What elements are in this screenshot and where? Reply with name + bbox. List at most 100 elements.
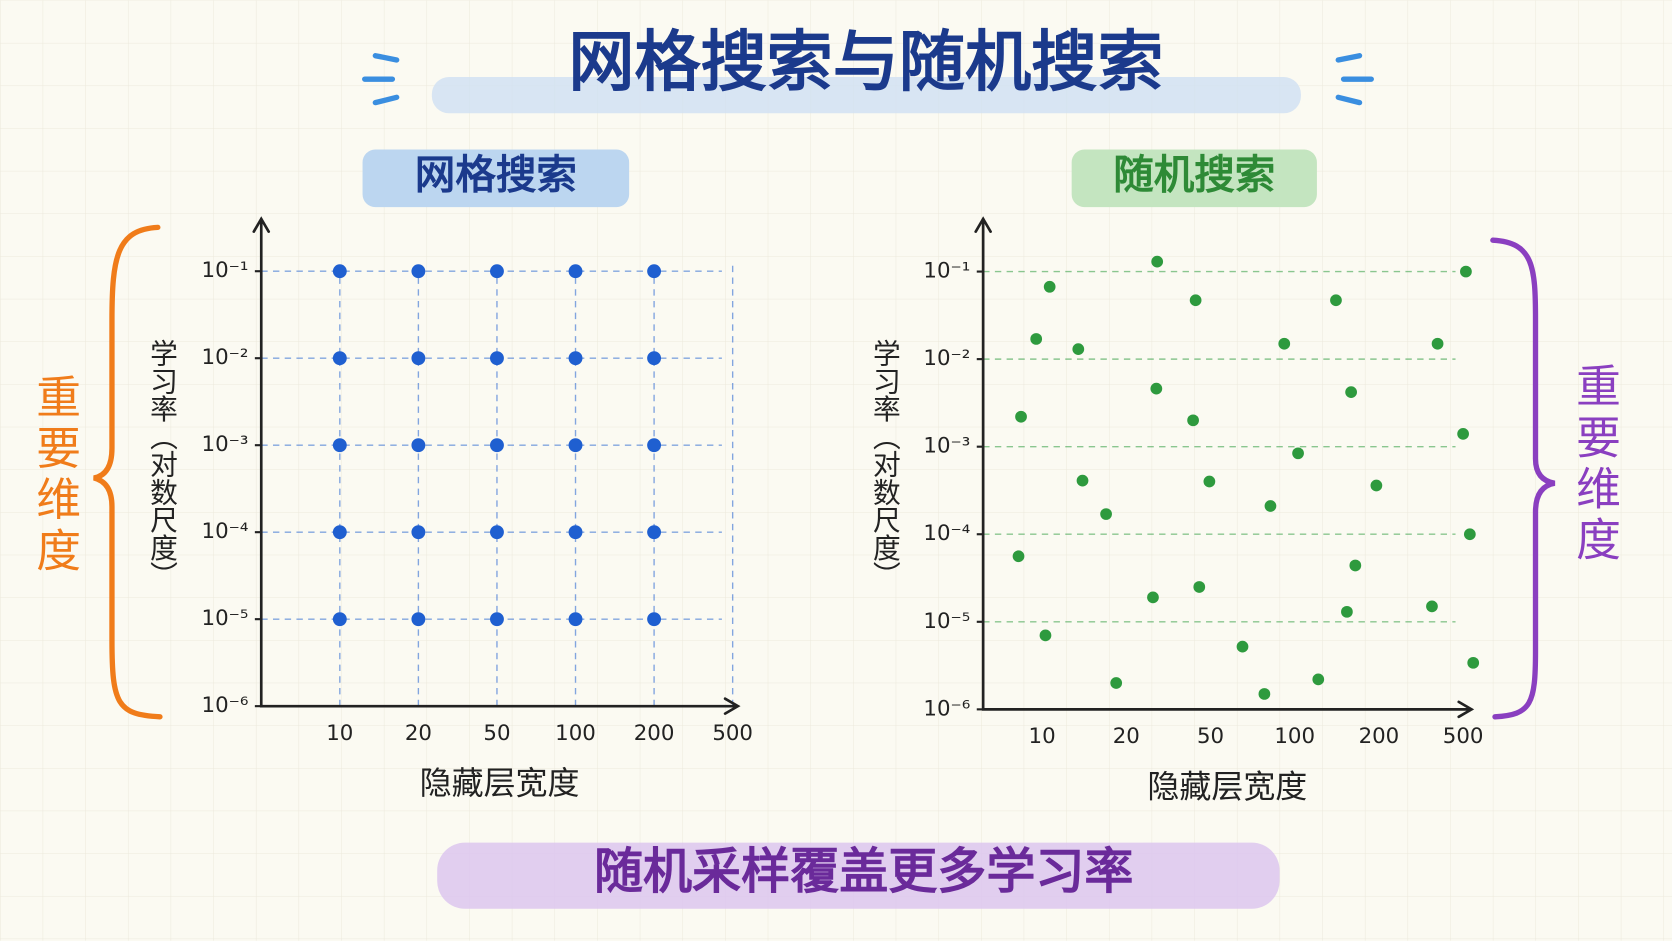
point [647,264,662,279]
point [332,438,347,453]
point [568,264,583,279]
footer: 随机采样覆盖更多学习率 [594,842,1134,900]
panel-title-bg [362,149,630,208]
point [1151,255,1164,268]
point [647,612,662,627]
y-tick-label: 10⁻⁴ [202,519,249,544]
y-axis-label: 学习率（对数尺度） [868,339,901,588]
side-label-left: 重要维度 [28,373,81,578]
point [332,264,347,279]
point [568,612,583,627]
point [411,438,426,453]
point [1431,337,1444,350]
y-axis-label: 学习率（对数尺度） [145,339,178,588]
y-tick-label: 10⁻³ [202,432,249,457]
point [411,351,426,366]
x-tick-label: 20 [1113,724,1140,749]
x-tick-label: 100 [1274,724,1315,749]
panel-title: 随机搜索 [1113,150,1275,198]
point [1030,333,1043,345]
point [1278,337,1291,350]
x-axis-label: 隐藏层宽度 [1147,767,1307,805]
title-accent [362,53,1374,106]
point [1463,528,1476,541]
point [1330,294,1342,307]
title-highlight [431,77,1301,114]
footer-highlight [437,842,1280,909]
point [490,264,504,279]
title: 网格搜索与随机搜索 [568,23,1163,100]
point [332,525,347,540]
point [1341,605,1353,618]
point [1370,479,1383,492]
y-tick-label: 10⁻¹ [923,259,970,284]
point [1076,474,1089,487]
point [1147,591,1159,604]
axes [252,216,741,715]
y-tick-label: 10⁻¹ [202,258,249,283]
point [1012,550,1025,563]
point [490,351,504,366]
point [1312,673,1325,686]
point [1292,447,1304,460]
x-tick-label: 50 [1197,724,1224,749]
y-tick-label: 10⁻⁶ [923,696,970,721]
y-tick-label: 10⁻⁵ [202,606,249,631]
point [1457,428,1469,440]
point [1467,656,1480,669]
axes [974,216,1475,719]
point [1258,688,1271,700]
point [490,612,504,627]
y-tick-label: 10⁻⁴ [923,521,970,546]
y-tick-label: 10⁻² [202,345,249,370]
point [1039,629,1052,642]
point [568,351,583,366]
point [1193,581,1206,593]
point [647,351,662,366]
panel-title-bg [1071,149,1317,208]
x-tick-label: 100 [555,721,596,746]
point [490,438,504,453]
point [568,525,583,540]
point [1100,508,1112,520]
x-axis-label: 隐藏层宽度 [420,764,580,802]
x-tick-label: 10 [1029,724,1056,749]
x-tick-label: 200 [634,721,675,746]
point [1264,500,1277,512]
point [1072,343,1085,356]
point [568,438,583,453]
brace-right [1490,237,1556,720]
side-label-right: 重要维度 [1568,363,1621,568]
point [411,264,426,279]
point [1460,265,1472,278]
point [1015,410,1027,423]
point [1043,280,1056,293]
x-tick-label: 20 [405,721,432,746]
point [647,438,662,453]
y-tick-label: 10⁻² [923,346,970,371]
point [1349,559,1362,572]
y-tick-label: 10⁻³ [923,434,970,459]
point [1187,414,1199,427]
point [332,612,347,627]
point [1345,386,1357,398]
point [1150,382,1163,395]
point [647,525,662,540]
point [1189,294,1202,307]
x-tick-label: 50 [483,721,510,746]
point [1110,677,1123,689]
point [1203,475,1216,488]
point [332,351,347,366]
brace-left [93,224,163,720]
point [411,612,426,627]
x-tick-label: 500 [712,721,753,746]
point [490,525,504,540]
panel-title: 网格搜索 [415,150,577,198]
point [411,525,426,540]
y-tick-label: 10⁻⁶ [202,693,249,718]
point [1426,600,1438,613]
y-tick-label: 10⁻⁵ [923,609,970,634]
